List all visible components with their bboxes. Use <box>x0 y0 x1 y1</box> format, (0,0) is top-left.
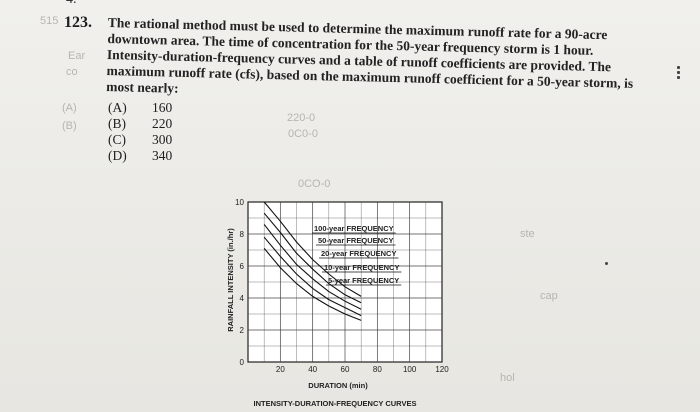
choice-value: 340 <box>152 148 173 163</box>
x-axis-label: DURATION (min) <box>308 381 368 390</box>
choice-value: 220 <box>152 116 173 131</box>
chart-grid <box>247 201 443 363</box>
y-axis-label: RAINFALL INTENSITY (in./hr) <box>226 228 235 332</box>
choice-c: (C) 300 <box>108 132 172 148</box>
x-tick-label: 100 <box>403 365 417 374</box>
curve-5-year <box>263 248 362 321</box>
chart-curves <box>263 201 362 321</box>
y-tick-label: 2 <box>240 326 245 335</box>
bleed-through-text: co <box>66 66 78 78</box>
choice-a: (A) 160 <box>108 100 172 116</box>
bleed-through-text: 0CO-0 <box>298 178 331 190</box>
y-tick-label: 6 <box>240 262 245 271</box>
bleed-through-text: (A) <box>62 102 77 114</box>
x-tick-label: 80 <box>373 365 382 374</box>
legend-label: 5-year FREQUENCY <box>328 276 399 285</box>
choice-letter: (B) <box>108 116 126 131</box>
legend-label: 20-year FREQUENCY <box>321 249 396 258</box>
bleed-through-text: cap <box>540 290 558 302</box>
bleed-through-text: (B) <box>62 120 77 132</box>
y-tick-label: 10 <box>235 198 244 207</box>
choice-letter: (A) <box>108 100 127 115</box>
choice-value: 300 <box>152 132 173 147</box>
bleed-through-text: 515 <box>40 15 59 27</box>
legend-label: 50-year FREQUENCY <box>318 236 393 245</box>
page-speck <box>605 262 608 265</box>
x-tick-label: 20 <box>276 365 285 374</box>
legend-leaders <box>312 232 402 286</box>
chart-ticks: 20 40 60 80 100 120 0 2 4 6 8 10 <box>235 198 449 374</box>
curve-100-year <box>263 201 362 297</box>
y-tick-label: 4 <box>240 294 245 303</box>
curve-10-year <box>263 236 362 317</box>
question-text: The rational method must be used to dete… <box>106 15 634 96</box>
bleed-through-text: 0C0-0 <box>288 128 318 140</box>
y-tick-label: 0 <box>240 358 245 367</box>
bleed-through-text: hol <box>500 372 515 384</box>
legend-label: 10-year FREQUENCY <box>324 263 399 272</box>
choice-value: 160 <box>152 100 173 115</box>
x-tick-label: 60 <box>341 365 350 374</box>
choice-letter: (C) <box>108 132 126 147</box>
legend-label: 100-year FREQUENCY <box>314 224 394 233</box>
bleed-through-text: Ear <box>68 50 86 62</box>
y-tick-label: 8 <box>240 230 245 239</box>
previous-question-number: 4. <box>66 0 77 8</box>
bleed-through-text: 220-0 <box>287 112 316 124</box>
choice-d: (D) 340 <box>108 148 172 164</box>
choice-letter: (D) <box>108 148 127 163</box>
question-number: 123. <box>64 14 92 31</box>
chart-title: INTENSITY-DURATION-FREQUENCY CURVES <box>254 399 417 408</box>
bleed-through-text: ste <box>520 228 535 240</box>
x-tick-label: 120 <box>435 365 449 374</box>
chart-legend: 100-year FREQUENCY 50-year FREQUENCY 20-ye… <box>314 224 399 285</box>
curve-50-year <box>263 212 362 304</box>
idf-chart: 100-year FREQUENCY 50-year FREQUENCY 20-ye… <box>226 198 449 408</box>
answer-choices: (A) 160 (B) 220 (C) 300 (D) 340 <box>108 100 172 164</box>
x-tick-label: 40 <box>308 365 317 374</box>
more-options-icon[interactable] <box>677 66 680 81</box>
choice-b: (B) 220 <box>108 116 172 132</box>
curve-20-year <box>263 224 362 310</box>
